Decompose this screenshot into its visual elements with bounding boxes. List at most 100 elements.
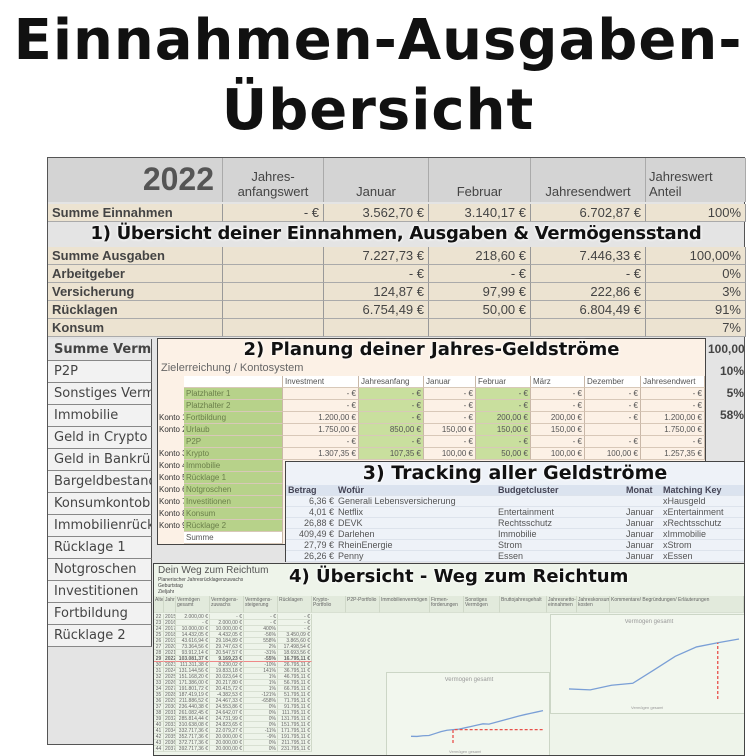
konto-label: Konto 8 [159,509,184,518]
cell: - € [641,388,705,400]
cell: 14.432,05 € [176,632,210,638]
cell: 29 [154,656,164,662]
column-header: Vermögens-steigerung [244,596,278,613]
cell: 97,99 € [429,283,531,301]
column-header: Jahreskonsum-kosten [577,596,610,613]
column-header: Betrag [286,485,336,496]
column-header: Firmen-forderungen [430,596,464,613]
cell: xEntertainment [661,507,744,518]
cell: 26.795,11 € [278,662,312,668]
column-header: Jahresanfang [359,376,424,388]
cell: - € [424,388,476,400]
account-name: Konsum [184,508,283,520]
year-label: 2022 [48,158,223,202]
cell: 352.717,36 € [176,734,210,740]
cell: 2018 [164,632,176,638]
cell: - € [283,388,359,400]
account-name: Fortbildung [184,412,283,424]
cell: 141% [244,668,278,674]
cell: 24.467,33 € [210,698,244,704]
cell: 27 [154,644,164,650]
cell: 100,00% [646,247,746,265]
cell: 23 [154,620,164,626]
cell: 2026 [164,680,176,686]
cell: - € [424,400,476,412]
cell: 3.450,09 € [278,632,312,638]
cell: 4.432,05 € [210,632,244,638]
wealth-sheet: Dein Weg zum Reichtum Planerischer Jahre… [153,563,745,756]
cell: Januar [624,507,661,518]
tracking-table: 3) Tracking aller Geldströme Betrag Wofür… [285,461,745,562]
cell: 2019 [164,638,176,644]
cell: -658% [244,698,278,704]
cell: 9.169,23 € [210,656,244,662]
cell: - € [359,436,424,448]
konto-label: Konto 4 [159,461,184,470]
cell: 211.795,11 € [278,740,312,746]
cell: 1% [244,674,278,680]
cell: - € [476,400,531,412]
cell: 0% [646,265,746,283]
column-header: Februar [476,376,531,388]
cell: 20.547,57 € [210,650,244,656]
cell [429,319,531,337]
chart-title: Vermögen gesamt [624,619,674,625]
cell: - € [424,412,476,424]
column-header: Sonstiges Vermögen [464,596,500,613]
konto-label: Konto 7 [159,497,184,506]
cell: 236.440,38 € [176,704,210,710]
asset-share: 10% [719,364,744,378]
cell: Penny [336,551,496,562]
cell: 222,86 € [531,283,646,301]
column-header: Januar [324,158,429,202]
cell: 3.140,17 € [429,204,531,222]
cell: xStrom [661,540,744,551]
cell: 2037 [164,746,176,752]
cell: - € [429,265,531,283]
cell: - € [278,626,312,632]
cell: Januar [624,540,661,551]
cell: 187.419,19 € [176,692,210,698]
account-name: Platzhalter 1 [184,388,283,400]
cell: 28 [154,650,164,656]
cell: 16.795,11 € [278,656,312,662]
cell [531,319,646,337]
cell: 107,35 € [359,448,424,460]
cell: 3.865,60 € [278,638,312,644]
cell: 6.702,87 € [531,204,646,222]
caption-3: 3) Tracking aller Geldströme [362,462,668,484]
cell: 7.227,73 € [324,247,429,265]
cell: 2016 [164,620,176,626]
cell [223,319,324,337]
cell: 24.642,07 € [210,710,244,716]
row-label: Rücklagen [48,301,223,319]
cell: 2031 [164,710,176,716]
cell: 0% [244,716,278,722]
cell: 43 [154,740,164,746]
cell: 2034 [164,728,176,734]
cell: 26 [154,638,164,644]
cell: - € [531,400,585,412]
asset-share: 5% [726,386,744,400]
overview-sheet: 2022 Jahres- anfangswert Januar Februar Jah… [47,157,746,745]
cell: - € [531,265,646,283]
cell: 2015 [164,614,176,620]
account-name: Investitionen [184,496,283,508]
cell: - € [210,614,244,620]
cell: - € [324,265,429,283]
cell: Januar [624,529,661,540]
cell: 22.079,27 € [210,728,244,734]
row-label: Arbeitgeber [48,265,223,283]
cell: 332.717,36 € [176,728,210,734]
konto-label: Konto 5 [159,473,184,482]
cell: 39 [154,716,164,722]
cell: 111.795,11 € [278,710,312,716]
cell [324,319,429,337]
column-header: Jahreswert Anteil [646,158,746,202]
cell: 0% [244,746,278,752]
cell: - € [476,436,531,448]
column-header: Februar [429,158,531,202]
cell: 2023 [164,662,176,668]
asset-row: Summe Vermögen [48,339,152,361]
cell: 24.553,86 € [210,704,244,710]
